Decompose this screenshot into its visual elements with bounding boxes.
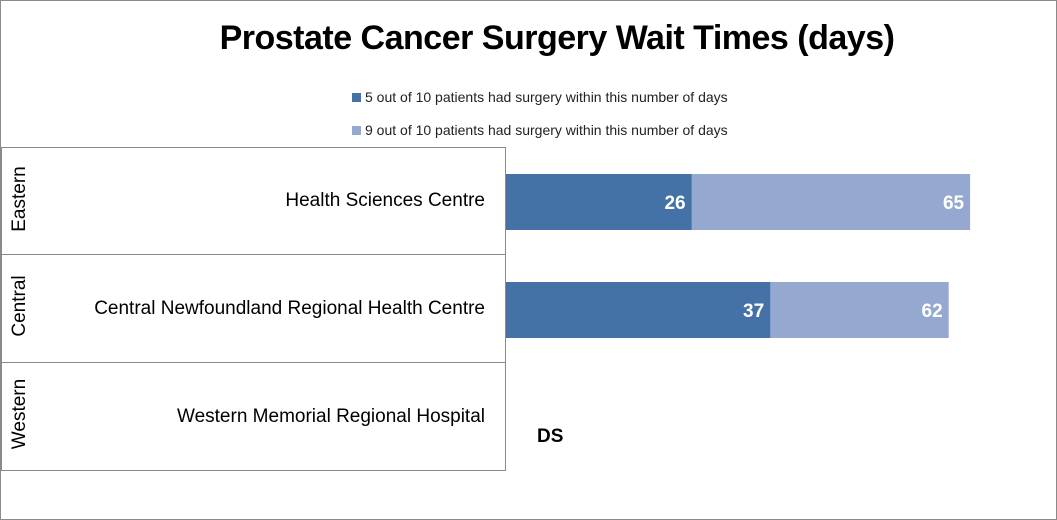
data-label: 65: [943, 193, 965, 214]
annotation-label: DS: [537, 426, 563, 447]
legend-swatch: [352, 125, 361, 135]
category-row: Eastern Health Sciences Centre: [1, 147, 506, 255]
legend-item-median: 5 out of 10 patients had surgery within …: [352, 89, 728, 105]
hospital-label: Western Memorial Regional Hospital: [177, 405, 485, 427]
bar-median: [506, 174, 692, 230]
legend-label: 5 out of 10 patients had surgery within …: [365, 89, 728, 105]
legend-item-90th: 9 out of 10 patients had surgery within …: [352, 122, 728, 138]
data-label: 37: [743, 301, 764, 322]
hospital-label: Central Newfoundland Regional Health Cen…: [94, 297, 485, 319]
category-row: Western Western Memorial Regional Hospit…: [1, 363, 506, 471]
legend-swatch: [352, 92, 361, 102]
chart-title: Prostate Cancer Surgery Wait Times (days…: [219, 19, 895, 57]
bar-median: [506, 282, 771, 338]
legend-label: 9 out of 10 patients had surgery within …: [365, 122, 728, 138]
data-label: 62: [922, 301, 943, 322]
data-label: 26: [664, 193, 685, 214]
category-row: Central Central Newfoundland Regional He…: [1, 255, 506, 363]
hospital-label: Health Sciences Centre: [285, 190, 485, 211]
category-table: Eastern Health Sciences Centre Central C…: [1, 147, 506, 471]
